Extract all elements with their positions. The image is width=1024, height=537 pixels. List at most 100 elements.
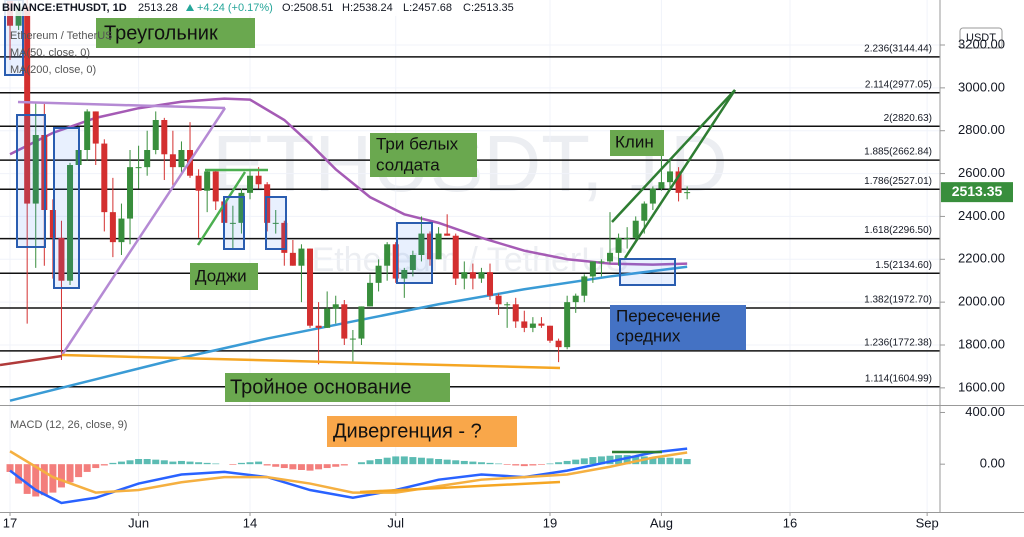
highlight-box — [16, 114, 46, 248]
candle-body — [169, 154, 176, 168]
histogram-bar — [23, 464, 31, 494]
close: C:2513.35 — [463, 2, 514, 14]
candle-body — [512, 304, 519, 322]
histogram-bar — [606, 455, 614, 465]
candle-body — [564, 302, 571, 348]
macd-line — [9, 447, 688, 505]
histogram-bar — [623, 455, 631, 465]
histogram-bar — [666, 457, 674, 465]
histogram-bar — [289, 464, 297, 470]
label-box — [370, 133, 477, 177]
candle-body — [67, 165, 74, 281]
candle-body — [109, 212, 116, 243]
histogram-bar — [657, 457, 665, 465]
candle-body — [195, 175, 202, 191]
histogram-bar — [555, 462, 563, 465]
histogram-bar — [383, 457, 391, 465]
doji-line — [196, 171, 247, 246]
candle-body — [684, 192, 691, 194]
candle-body — [461, 272, 468, 279]
candle-body — [367, 282, 374, 307]
candle-body — [615, 237, 622, 253]
histogram-bar — [255, 461, 263, 465]
annotation: средних — [616, 326, 681, 345]
candle-body — [212, 171, 219, 202]
histogram-bar — [340, 464, 348, 466]
candle-body — [667, 171, 674, 183]
histogram-bar — [366, 460, 374, 465]
y-tick-label: 2200.00 — [958, 251, 1005, 266]
histogram-bar — [75, 464, 83, 478]
highlight-box — [396, 222, 433, 284]
high: H:2538.24 — [342, 2, 393, 14]
highlight-box — [223, 196, 245, 250]
candle-body — [418, 233, 425, 255]
histogram-bar — [15, 464, 23, 484]
histogram-bar — [357, 462, 365, 465]
candle-body — [161, 120, 168, 155]
candle-body — [581, 276, 588, 296]
candle-body — [427, 233, 434, 260]
candle-body — [495, 295, 502, 305]
histogram-bar — [263, 464, 271, 466]
histogram-bar — [160, 460, 168, 465]
fib-label: 1.114(1604.99) — [865, 373, 932, 384]
histogram-bar — [83, 464, 91, 472]
histogram-bar — [409, 457, 417, 465]
currency: USDT — [966, 32, 996, 44]
fib-label: 1.786(2527.01) — [864, 176, 932, 187]
histogram-bar — [572, 459, 580, 465]
histogram-bar — [452, 460, 460, 465]
candle-body — [478, 272, 485, 279]
legend-entry: MA(200, close, 0) — [10, 64, 96, 76]
histogram-bar — [512, 464, 520, 466]
histogram-bar — [597, 456, 605, 465]
annotation: Пересечение — [616, 306, 721, 325]
y-tick-label: 400.00 — [965, 404, 1005, 419]
open: O:2508.51 — [282, 2, 333, 14]
candle-body — [264, 184, 271, 223]
histogram-bar — [126, 460, 134, 465]
label-box — [96, 18, 255, 48]
candle-body — [84, 111, 91, 150]
histogram-bar — [400, 456, 408, 465]
histogram-bar — [443, 459, 451, 465]
candle-body — [358, 306, 365, 339]
candle-body — [409, 255, 416, 270]
histogram-bar — [683, 459, 691, 465]
candle-body — [135, 167, 142, 169]
label-box — [327, 416, 517, 447]
fib-label: 2(2820.63) — [884, 113, 932, 124]
candle-body — [58, 237, 65, 281]
candle-body — [92, 111, 99, 144]
highlight-box — [265, 196, 287, 250]
candle-body — [49, 210, 56, 238]
annotation: Доджи — [195, 266, 247, 285]
histogram-bar — [323, 464, 331, 469]
candle-body — [315, 325, 322, 328]
histogram-bar — [169, 461, 177, 465]
candle-body — [324, 308, 331, 328]
histogram-bar — [649, 457, 657, 465]
candle-body — [229, 222, 236, 224]
histogram-bar — [520, 464, 528, 467]
candle-body — [469, 272, 476, 279]
candle-body — [572, 295, 579, 303]
macd-pane — [6, 447, 691, 505]
histogram-bar — [435, 459, 443, 465]
x-tick-label: Aug — [650, 515, 673, 530]
x-tick-label: 19 — [543, 515, 557, 530]
header-bg — [0, 0, 520, 16]
annotation: солдата — [376, 155, 440, 174]
y-tick-label: 3200.00 — [958, 36, 1005, 51]
histogram-bar — [460, 460, 468, 465]
histogram-bar — [212, 463, 220, 465]
candle-body — [298, 248, 305, 266]
candle-body — [289, 252, 296, 266]
x-tick-label: 14 — [243, 515, 257, 530]
candle-body — [152, 120, 159, 150]
label-box — [190, 263, 258, 290]
candle-body — [101, 143, 108, 213]
